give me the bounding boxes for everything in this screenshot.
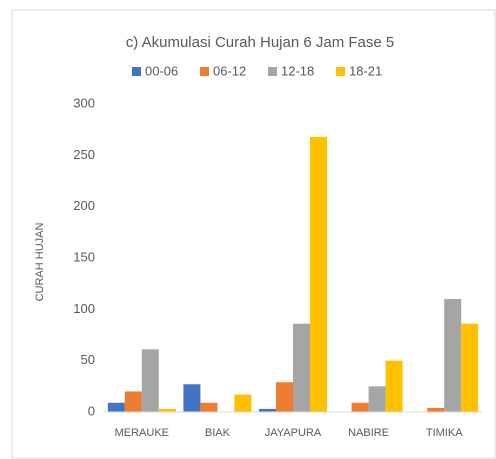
x-tick-label: JAYAPURA	[265, 427, 322, 439]
legend-label: 06-12	[213, 63, 246, 78]
bar	[158, 408, 176, 412]
bar	[385, 360, 403, 412]
bar	[427, 407, 445, 412]
chart-frame	[11, 9, 496, 459]
y-tick-label: 200	[73, 198, 95, 213]
y-tick-label: 100	[73, 301, 95, 316]
x-tick-label: BIAK	[205, 427, 231, 439]
legend-label: 12-18	[281, 63, 314, 78]
legend-swatch	[132, 67, 141, 76]
x-tick-label: MERAUKE	[115, 427, 169, 439]
chart-title: c) Akumulasi Curah Hujan 6 Jam Fase 5	[126, 34, 394, 51]
legend-label: 18-21	[349, 63, 382, 78]
legend-label: 00-06	[145, 63, 178, 78]
bar	[444, 299, 462, 412]
bar	[461, 323, 479, 412]
bar	[310, 136, 327, 412]
bar	[200, 402, 218, 412]
y-tick-label: 250	[73, 147, 95, 162]
bar	[259, 408, 276, 412]
legend-swatch	[200, 67, 209, 76]
y-tick-label: 300	[73, 95, 95, 110]
legend-swatch	[336, 67, 345, 76]
y-tick-label: 50	[81, 352, 95, 367]
bar	[276, 382, 293, 412]
bar	[351, 402, 369, 412]
bar	[368, 386, 386, 412]
y-axis-label: CURAH HUJAN	[34, 223, 46, 302]
bar	[141, 349, 159, 412]
bar	[183, 384, 201, 412]
bar	[107, 402, 125, 412]
x-tick-label: TIMIKA	[426, 427, 463, 439]
legend-swatch	[268, 67, 277, 76]
x-tick-label: NABIRE	[348, 427, 389, 439]
y-tick-label: 150	[73, 249, 95, 264]
bar	[124, 391, 142, 412]
bar	[234, 394, 252, 412]
y-tick-label: 0	[88, 403, 95, 418]
bar	[293, 323, 310, 412]
